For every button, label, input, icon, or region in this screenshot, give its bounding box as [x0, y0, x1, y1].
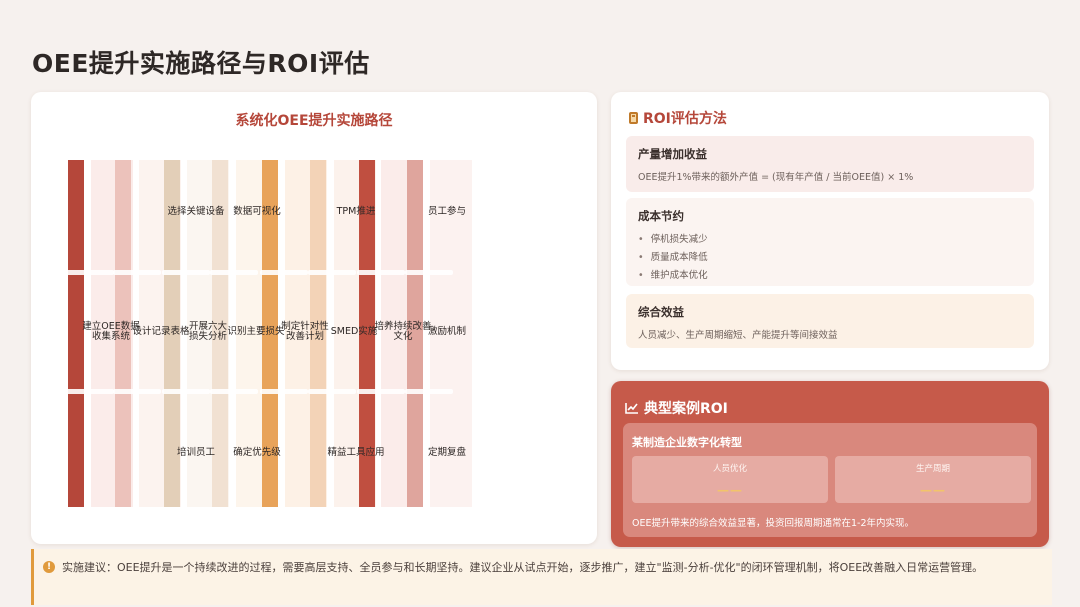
case-title: 典型案例ROI [644, 401, 728, 417]
path-step-label: 确定优先级 [233, 446, 281, 458]
path-step-label: 收集系统 [92, 330, 131, 342]
path-step-label: 选择关键设备 [167, 205, 225, 217]
method-text: OEE提升1%带来的额外产值 = (现有年产值 / 当前OEE值) × 1% [638, 172, 914, 183]
path-step-label: 员工参与 [428, 205, 466, 217]
implementation-path-card: 系统化OEE提升实施路径 选择关键设备 培训员工 数据可视化确定优先级 TPM推进精益… [31, 92, 597, 544]
path-divider [308, 270, 356, 275]
metric-label: 人员优化 [712, 464, 747, 474]
path-bar [262, 160, 278, 507]
tip-text: 实施建议：OEE提升是一个持续改进的过程，需要高层支持、全员参与和长期坚持。建议… [62, 561, 984, 574]
case-header: 典型案例ROI [625, 398, 728, 418]
path-bar [407, 160, 423, 507]
metric-staff: 人员优化 —— [632, 456, 828, 503]
path-step-label: 培养持续改善 [374, 320, 432, 332]
path-step-label: TPM推进 [336, 205, 376, 217]
method-title: 综合效益 [638, 305, 684, 319]
path-step-label: 培训员工 [177, 446, 216, 458]
path-step-label: 建立OEE数据 [82, 320, 140, 332]
metric-value: —— [717, 483, 743, 497]
case-note: OEE提升带来的综合效益显著，投资回报周期通常在1-2年内实现。 [632, 518, 914, 529]
method-block-cost: 成本节约 停机损失减少 质量成本降低 维护成本优化 [626, 198, 1034, 286]
path-divider [162, 389, 210, 394]
path-step-label: 损失分析 [189, 330, 228, 342]
calculator-icon [629, 112, 638, 124]
path-divider [357, 270, 405, 275]
method-block-overall: 综合效益 人员减少、生产周期缩短、产能提升等间接效益 [626, 294, 1034, 348]
roi-header: ROI评估方法 [629, 108, 727, 128]
roi-method-card: ROI评估方法 产量增加收益 OEE提升1%带来的额外产值 = (现有年产值 /… [611, 92, 1049, 370]
roi-title: ROI评估方法 [643, 111, 727, 127]
case-roi-card: 典型案例ROI 某制造企业数字化转型 人员优化 —— 生产周期 —— OEE提升… [611, 381, 1049, 547]
page-title: OEE提升实施路径与ROI评估 [32, 49, 370, 78]
path-step-label: 定期复盘 [428, 446, 467, 458]
list-item: 质量成本降低 [638, 249, 1022, 267]
case-subtitle: 某制造企业数字化转型 [632, 436, 742, 449]
path-divider [66, 389, 114, 394]
path-step-label: 数据可视化 [233, 205, 281, 217]
method-title: 产量增加收益 [638, 147, 707, 161]
path-divider [210, 270, 258, 275]
method-text: 人员减少、生产周期缩短、产能提升等间接效益 [638, 330, 838, 341]
metric-cycle: 生产周期 —— [835, 456, 1031, 503]
path-bar [359, 160, 375, 507]
path-bar [310, 160, 326, 507]
path-step-label: 制定针对性 [281, 320, 329, 332]
case-detail-panel: 某制造企业数字化转型 人员优化 —— 生产周期 —— OEE提升带来的综合效益显… [623, 423, 1037, 537]
metric-label: 生产周期 [915, 464, 950, 474]
path-step-label: SMED实施 [331, 325, 378, 337]
tip-bar: ! 实施建议：OEE提升是一个持续改进的过程，需要高层支持、全员参与和长期坚持。… [31, 549, 1052, 605]
path-bar [164, 160, 180, 507]
path-divider [308, 389, 356, 394]
info-icon: ! [43, 561, 55, 573]
path-divider [210, 389, 258, 394]
line-chart-icon [625, 403, 638, 414]
method-title: 成本节约 [638, 209, 684, 223]
path-step-label: 文化 [393, 330, 413, 342]
path-title: 系统化OEE提升实施路径 [235, 113, 393, 129]
path-divider [162, 270, 210, 275]
path-divider [405, 389, 453, 394]
path-bar [68, 160, 84, 507]
path-bar [212, 160, 228, 507]
path-step-label: 精益工具应用 [327, 446, 384, 458]
path-step-label: 设计记录表格 [132, 325, 190, 337]
path-band [430, 160, 472, 507]
path-divider [357, 389, 405, 394]
path-divider [260, 389, 308, 394]
path-step-label: 开展六大 [189, 320, 228, 332]
path-step-label: 激励机制 [428, 325, 466, 337]
path-divider [113, 270, 161, 275]
path-bar [115, 160, 131, 507]
list-item: 维护成本优化 [638, 267, 1022, 285]
path-step-label: 改善计划 [286, 330, 324, 342]
path-step-label: 识别主要损失 [227, 325, 285, 337]
path-divider [405, 270, 453, 275]
list-item: 停机损失减少 [638, 231, 1022, 249]
path-divider [66, 270, 114, 275]
path-divider [260, 270, 308, 275]
metric-value: —— [920, 483, 946, 497]
method-block-output: 产量增加收益 OEE提升1%带来的额外产值 = (现有年产值 / 当前OEE值)… [626, 136, 1034, 192]
path-divider [113, 389, 161, 394]
